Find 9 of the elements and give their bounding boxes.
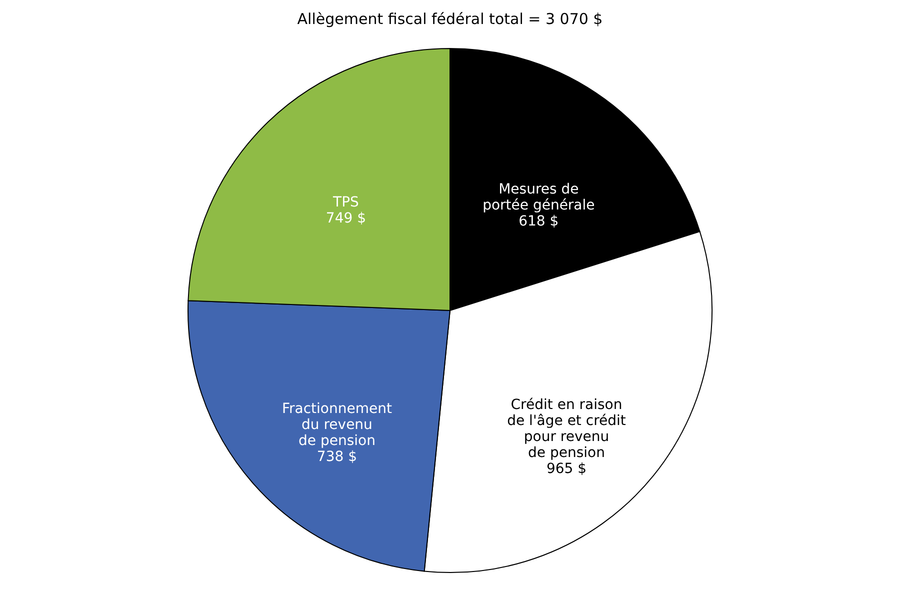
data-label: 965 $ — [546, 460, 587, 477]
data-label: 618 $ — [518, 214, 559, 230]
data-label: 738 $ — [316, 449, 358, 466]
slice-label: Fractionnement du revenu de pension — [282, 401, 392, 450]
data-label: 749 $ — [326, 210, 366, 226]
slice-label: Mesures de portée générale — [482, 182, 595, 214]
chart-title: Allègement fiscal fédéral total = 3 070 $ — [297, 10, 603, 28]
slice-label: Crédit en raison de l'âge et crédit pour revenu de pension — [507, 396, 626, 461]
slice-label: TPS — [332, 194, 360, 210]
